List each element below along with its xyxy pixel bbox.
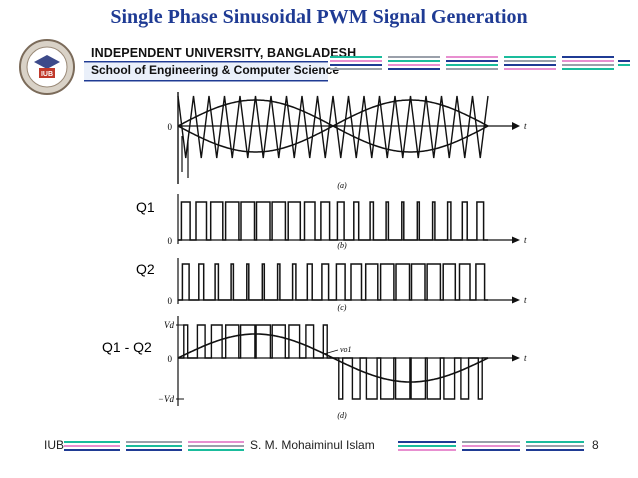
panel-c-axis-label: t <box>524 295 527 305</box>
panel-a-carrier-and-sine: t 0 (a) <box>168 92 527 190</box>
page-number: 8 <box>592 438 599 452</box>
q1-label: Q1 <box>136 199 155 215</box>
carrier-triangle-wave <box>177 95 489 159</box>
header-banner <box>84 44 328 82</box>
panel-d-origin: 0 <box>168 354 173 364</box>
panel-d-axis-label: t <box>524 353 527 363</box>
output-pulse-train <box>178 324 488 400</box>
university-name: INDEPENDENT UNIVERSITY, BANGLADESH <box>91 46 357 60</box>
footer-stripes-right <box>398 441 584 451</box>
panel-d-q1-minus-q2: Q1 - Q2 t 0 Vd −Vd vo1 (d) <box>102 316 527 420</box>
q2-label: Q2 <box>136 261 155 277</box>
reference-sine-waves <box>177 99 489 153</box>
fundamental-sine <box>177 333 489 383</box>
vd-label: Vd <box>164 320 174 330</box>
panel-b-axis-label: t <box>524 235 527 245</box>
q2-pulse-train <box>178 263 488 301</box>
footer-stripes-left <box>64 441 244 451</box>
slide-title: Single Phase Sinusoidal PWM Signal Gener… <box>110 6 528 28</box>
pwm-waveform-diagram: t 0 (a) Q1 t 0 (b) Q2 t 0 (c) Q1 - Q2 t … <box>102 92 527 420</box>
school-name: School of Engineering & Computer Science <box>91 63 340 77</box>
vo1-label: vo1 <box>340 345 352 354</box>
panel-d-caption: (d) <box>337 411 347 420</box>
sine-negative <box>177 99 489 153</box>
q1-minus-q2-label: Q1 - Q2 <box>102 339 152 355</box>
panel-c-origin: 0 <box>168 296 173 306</box>
logo-text: IUB <box>41 71 53 78</box>
carrier-triangle-line <box>177 95 489 159</box>
panel-a-axis-label: t <box>524 121 527 131</box>
panel-c-q2: Q2 t 0 (c) <box>136 258 527 312</box>
panel-b-q1: Q1 t 0 (b) <box>136 194 527 250</box>
minus-vd-label: −Vd <box>158 394 175 404</box>
q1-pulse-train <box>178 201 488 241</box>
iub-logo: IUB <box>19 39 75 95</box>
footer-center: S. M. Mohaiminul Islam <box>250 438 375 452</box>
panel-b-caption: (b) <box>337 241 347 250</box>
panel-b-origin: 0 <box>168 236 173 246</box>
header-stripes <box>330 56 630 70</box>
panel-a-origin: 0 <box>168 122 173 132</box>
panel-a-caption: (a) <box>337 181 347 190</box>
footer-left: IUB <box>44 438 65 452</box>
panel-c-caption: (c) <box>338 303 347 312</box>
